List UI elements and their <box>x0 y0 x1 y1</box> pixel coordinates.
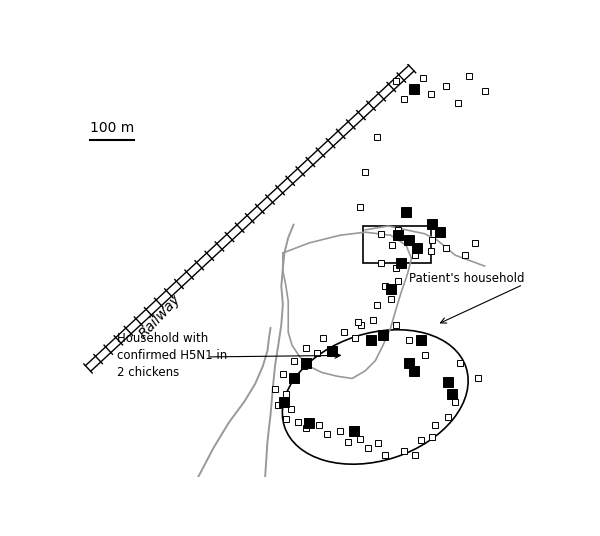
Text: 100 m: 100 m <box>91 121 134 135</box>
Text: Household with
confirmed H5N1 in
2 chickens: Household with confirmed H5N1 in 2 chick… <box>116 332 227 379</box>
Bar <box>363 226 431 263</box>
Text: Patient's household: Patient's household <box>409 272 524 285</box>
Text: Railway: Railway <box>136 292 183 341</box>
